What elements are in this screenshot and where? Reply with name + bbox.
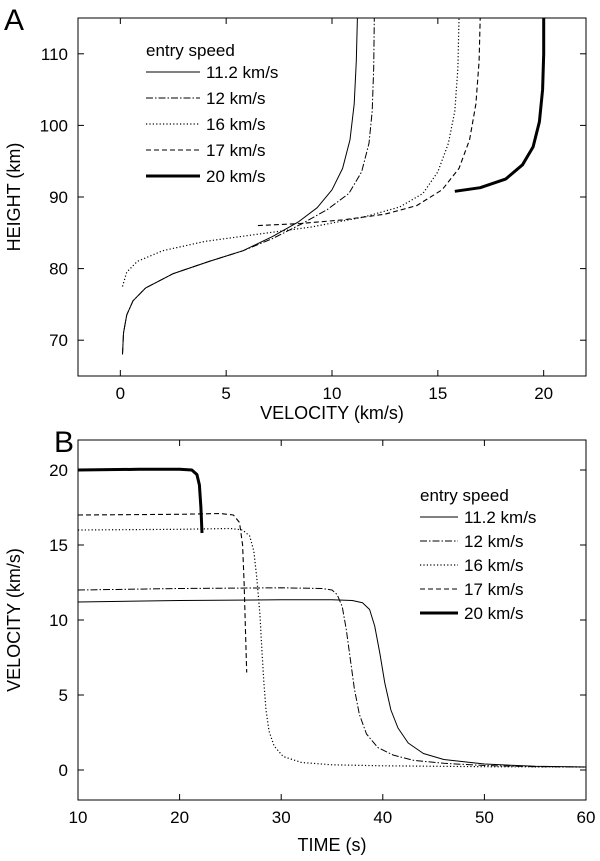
panel-b-legend: entry speed 11.2 km/s 12 km/s 16 km/s 17 km… <box>420 486 536 623</box>
panel-a-legend-title: entry speed <box>146 41 235 60</box>
panel-a-legend-label-20-km-s: 20 km/s <box>206 167 266 186</box>
panel-a-series-line-17-km-s <box>257 17 481 227</box>
panel-a-series-line-12-km-s <box>122 17 375 355</box>
panel-b-series-lines <box>77 467 587 768</box>
panel-a-series-lines <box>121 17 546 355</box>
panel-b-x-axis: 10 20 30 40 50 60 <box>69 440 596 827</box>
panel-a-legend: entry speed 11.2 km/s 12 km/s 16 km/s 17 km… <box>146 41 278 186</box>
panel-b-x-tick-label: 30 <box>272 808 291 827</box>
panel-a-y-tick-label: 70 <box>49 331 68 350</box>
panel-b-letter: B <box>54 426 74 459</box>
panel-b-x-tick-label: 60 <box>577 808 596 827</box>
panel-a-y-tick-label: 110 <box>41 45 68 64</box>
panel-b-y-tick-label: 10 <box>49 611 68 630</box>
panel-a-x-tick-label: 20 <box>534 384 553 403</box>
panel-a-y-tick-label: 80 <box>49 260 68 279</box>
panel-a-x-tick-label: 10 <box>323 384 342 403</box>
panel-b-y-tick-label: 20 <box>49 461 68 480</box>
panel-a-x-tick-label: 15 <box>428 384 447 403</box>
panel-a-x-axis-label: VELOCITY (km/s) <box>260 403 404 423</box>
panel-b-y-axis: 0 5 10 15 20 <box>49 461 586 780</box>
panel-b-series-line-20-km-s <box>77 467 204 534</box>
panel-b-x-tick-label: 50 <box>475 808 494 827</box>
panel-b-y-tick-label: 0 <box>59 761 68 780</box>
panel-b-series-line-12-km-s <box>77 587 587 768</box>
panel-a-x-axis: 0 5 10 15 20 <box>116 18 553 403</box>
panel-a-series-line-20-km-s <box>454 18 546 193</box>
panel-b-legend-label-20-km-s: 20 km/s <box>464 604 524 623</box>
panel-a-legend-label-17-km-s: 17 km/s <box>206 141 266 160</box>
panel-a-x-tick-label: 5 <box>221 384 230 403</box>
panel-b-y-tick-label: 15 <box>49 536 68 555</box>
panel-a-legend-label-12-km-s: 12 km/s <box>206 89 266 108</box>
panel-a-y-tick-label: 100 <box>40 116 68 135</box>
panel-b-x-tick-label: 40 <box>373 808 392 827</box>
panel-b-legend-label-11-2-km-s: 11.2 km/s <box>464 508 536 527</box>
panel-b-legend-label-17-km-s: 17 km/s <box>464 580 524 599</box>
panel-a-y-tick-label: 90 <box>49 188 68 207</box>
panel-b-x-axis-label: TIME (s) <box>298 835 367 855</box>
panel-b-series-line-16-km-s <box>77 527 587 768</box>
panel-b-legend-label-16-km-s: 16 km/s <box>464 556 524 575</box>
panel-b-legend-label-12-km-s: 12 km/s <box>464 532 524 551</box>
panel-a-legend-label-11-2-km-s: 11.2 km/s <box>206 63 278 82</box>
panel-b-y-tick-label: 5 <box>59 686 68 705</box>
panel-b-series-line-17-km-s <box>77 512 248 673</box>
panel-b-chart: B 0 5 10 15 20 10 20 30 40 50 60 TIME (s) VELOCIT… <box>4 426 595 855</box>
panel-b-y-axis-label: VELOCITY (km/s) <box>4 548 24 692</box>
panel-a-x-tick-label: 0 <box>116 384 125 403</box>
panel-a-legend-label-16-km-s: 16 km/s <box>206 115 266 134</box>
panel-b-series-line-11-2-km-s <box>77 599 587 768</box>
panel-b-legend-title: entry speed <box>420 486 509 505</box>
panel-b-x-tick-label: 20 <box>170 808 189 827</box>
panel-a-letter: A <box>4 4 24 37</box>
panel-a-y-axis: 70 80 90 100 110 <box>40 45 586 350</box>
panel-a-y-axis-label: HEIGHT (km) <box>4 143 24 252</box>
panel-b-x-tick-label: 10 <box>69 808 88 827</box>
